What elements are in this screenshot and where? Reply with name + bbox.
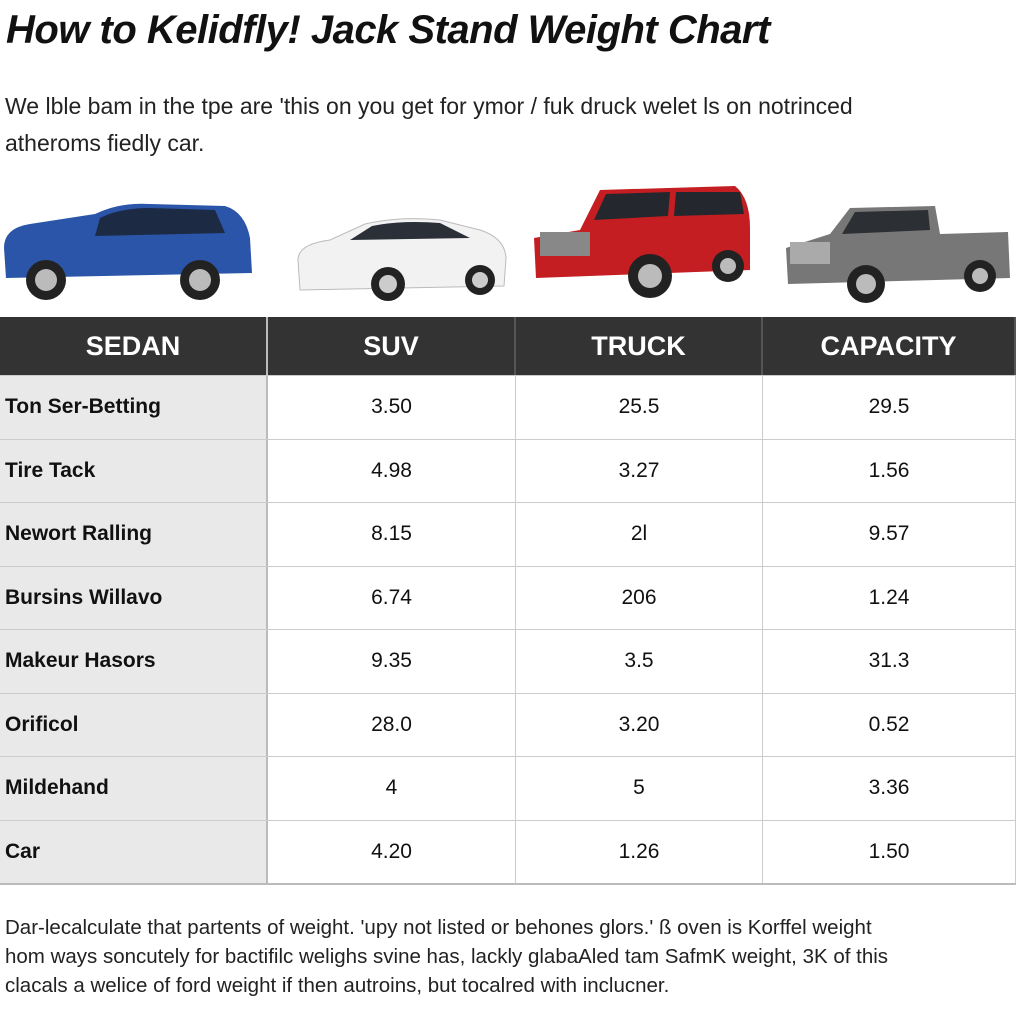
table-row: Makeur Hasors 9.35 3.5 31.3 [0,629,1016,693]
table-row: Mildehand 4 5 3.36 [0,756,1016,820]
table-cell: 206 [516,566,763,629]
truck-image [534,186,750,298]
table-cell: 8.15 [268,503,516,566]
title: How to Kelidfly! Jack Stand Weight Chart [6,8,770,52]
table-row: Tire Tack 4.98 3.27 1.56 [0,438,1016,502]
suv-image [4,203,252,300]
table-cell: 9.35 [268,630,516,693]
table-cell: 6.74 [268,566,516,629]
table-cell: 0.52 [763,693,1016,756]
column-header: TRUCK [516,317,763,375]
table-cell: 1.26 [516,820,763,883]
table-cell: 4 [268,757,516,820]
table-cell: 9.57 [763,503,1016,566]
intro-line: We lble bam in the tpe are 'this on you … [5,93,853,119]
row-label: Bursins Willavo [0,566,268,629]
table-cell: 1.24 [763,566,1016,629]
column-header: CAPACITY [763,317,1016,375]
table-row: Car 4.20 1.26 1.50 [0,819,1016,883]
table-cell: 3.27 [516,439,763,502]
row-label: Makeur Hasors [0,630,268,693]
table-cell: 4.20 [268,820,516,883]
table-cell: 3.5 [516,630,763,693]
footer-line: clacals a welice of ford weight if then … [5,974,670,997]
sedan-image [297,218,507,301]
table-row: Newort Ralling 8.15 2l 9.57 [0,502,1016,566]
table-row: Orificol 28.0 3.20 0.52 [0,692,1016,756]
row-label: Orificol [0,693,268,756]
table-cell: 28.0 [268,693,516,756]
table-cell: 1.56 [763,439,1016,502]
row-label: Mildehand [0,757,268,820]
table-cell: 1.50 [763,820,1016,883]
table-cell: 5 [516,757,763,820]
column-header: SUV [268,317,516,375]
intro-line: atheroms fiedly car. [5,130,205,156]
table-row: Ton Ser-Betting 3.50 25.5 29.5 [0,375,1016,439]
row-label: Car [0,820,268,883]
row-label: Tire Tack [0,439,268,502]
car-images [4,186,1010,303]
row-label: Ton Ser-Betting [0,376,268,439]
table-cell: 3.50 [268,376,516,439]
footer-line: hom ways soncutely for bactifilc welighs… [5,945,889,968]
column-header: SEDAN [0,317,268,375]
pickup-image [786,206,1010,303]
row-label: Newort Ralling [0,503,268,566]
table-cell: 3.36 [763,757,1016,820]
weight-table: SEDAN SUV TRUCK CAPACITY Ton Ser-Betting 3.50… [0,317,1016,885]
table-cell: 3.20 [516,693,763,756]
footer-line: Dar-lecalculate that partents of weight.… [5,916,872,939]
table-cell: 29.5 [763,376,1016,439]
table-cell: 4.98 [268,439,516,502]
table-cell: 31.3 [763,630,1016,693]
table-cell: 25.5 [516,376,763,439]
header-row: SEDAN SUV TRUCK CAPACITY [0,317,1016,375]
table-cell: 2l [516,503,763,566]
table-row: Bursins Willavo 6.74 206 1.24 [0,565,1016,629]
